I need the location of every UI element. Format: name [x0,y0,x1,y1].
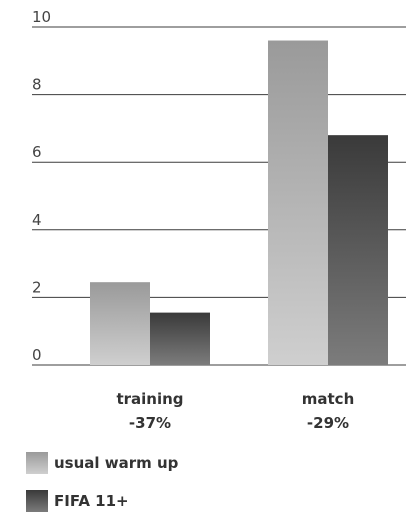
category-change-label-match: -29% [307,414,349,432]
bar-chart: 0 2 4 6 8 10 training -37% match -29% [32,8,406,432]
legend-item-usual-warm-up: usual warm up [26,452,178,474]
y-tick-label-4: 4 [32,211,42,229]
y-tick-label-6: 6 [32,143,42,161]
bar-match-usual-warm-up [268,40,328,366]
category-label-match: match [302,390,355,408]
category-change-label-training: -37% [129,414,171,432]
y-tick-label-8: 8 [32,76,42,94]
legend-label-usual-warm-up: usual warm up [54,454,179,472]
y-tick-label-10: 10 [32,8,51,26]
legend-swatch-usual-warm-up [26,452,48,474]
y-tick-label-0: 0 [32,346,42,364]
bar-training-fifa-11- [150,312,210,365]
legend-item-fifa-11plus: FIFA 11+ [26,490,129,512]
bar-training-usual-warm-up [90,282,150,365]
category-label-training: training [116,390,183,408]
legend-swatch-fifa-11plus [26,490,48,512]
bar-match-fifa-11- [328,135,388,365]
legend-label-fifa-11plus: FIFA 11+ [54,492,129,510]
y-tick-label-2: 2 [32,278,42,296]
